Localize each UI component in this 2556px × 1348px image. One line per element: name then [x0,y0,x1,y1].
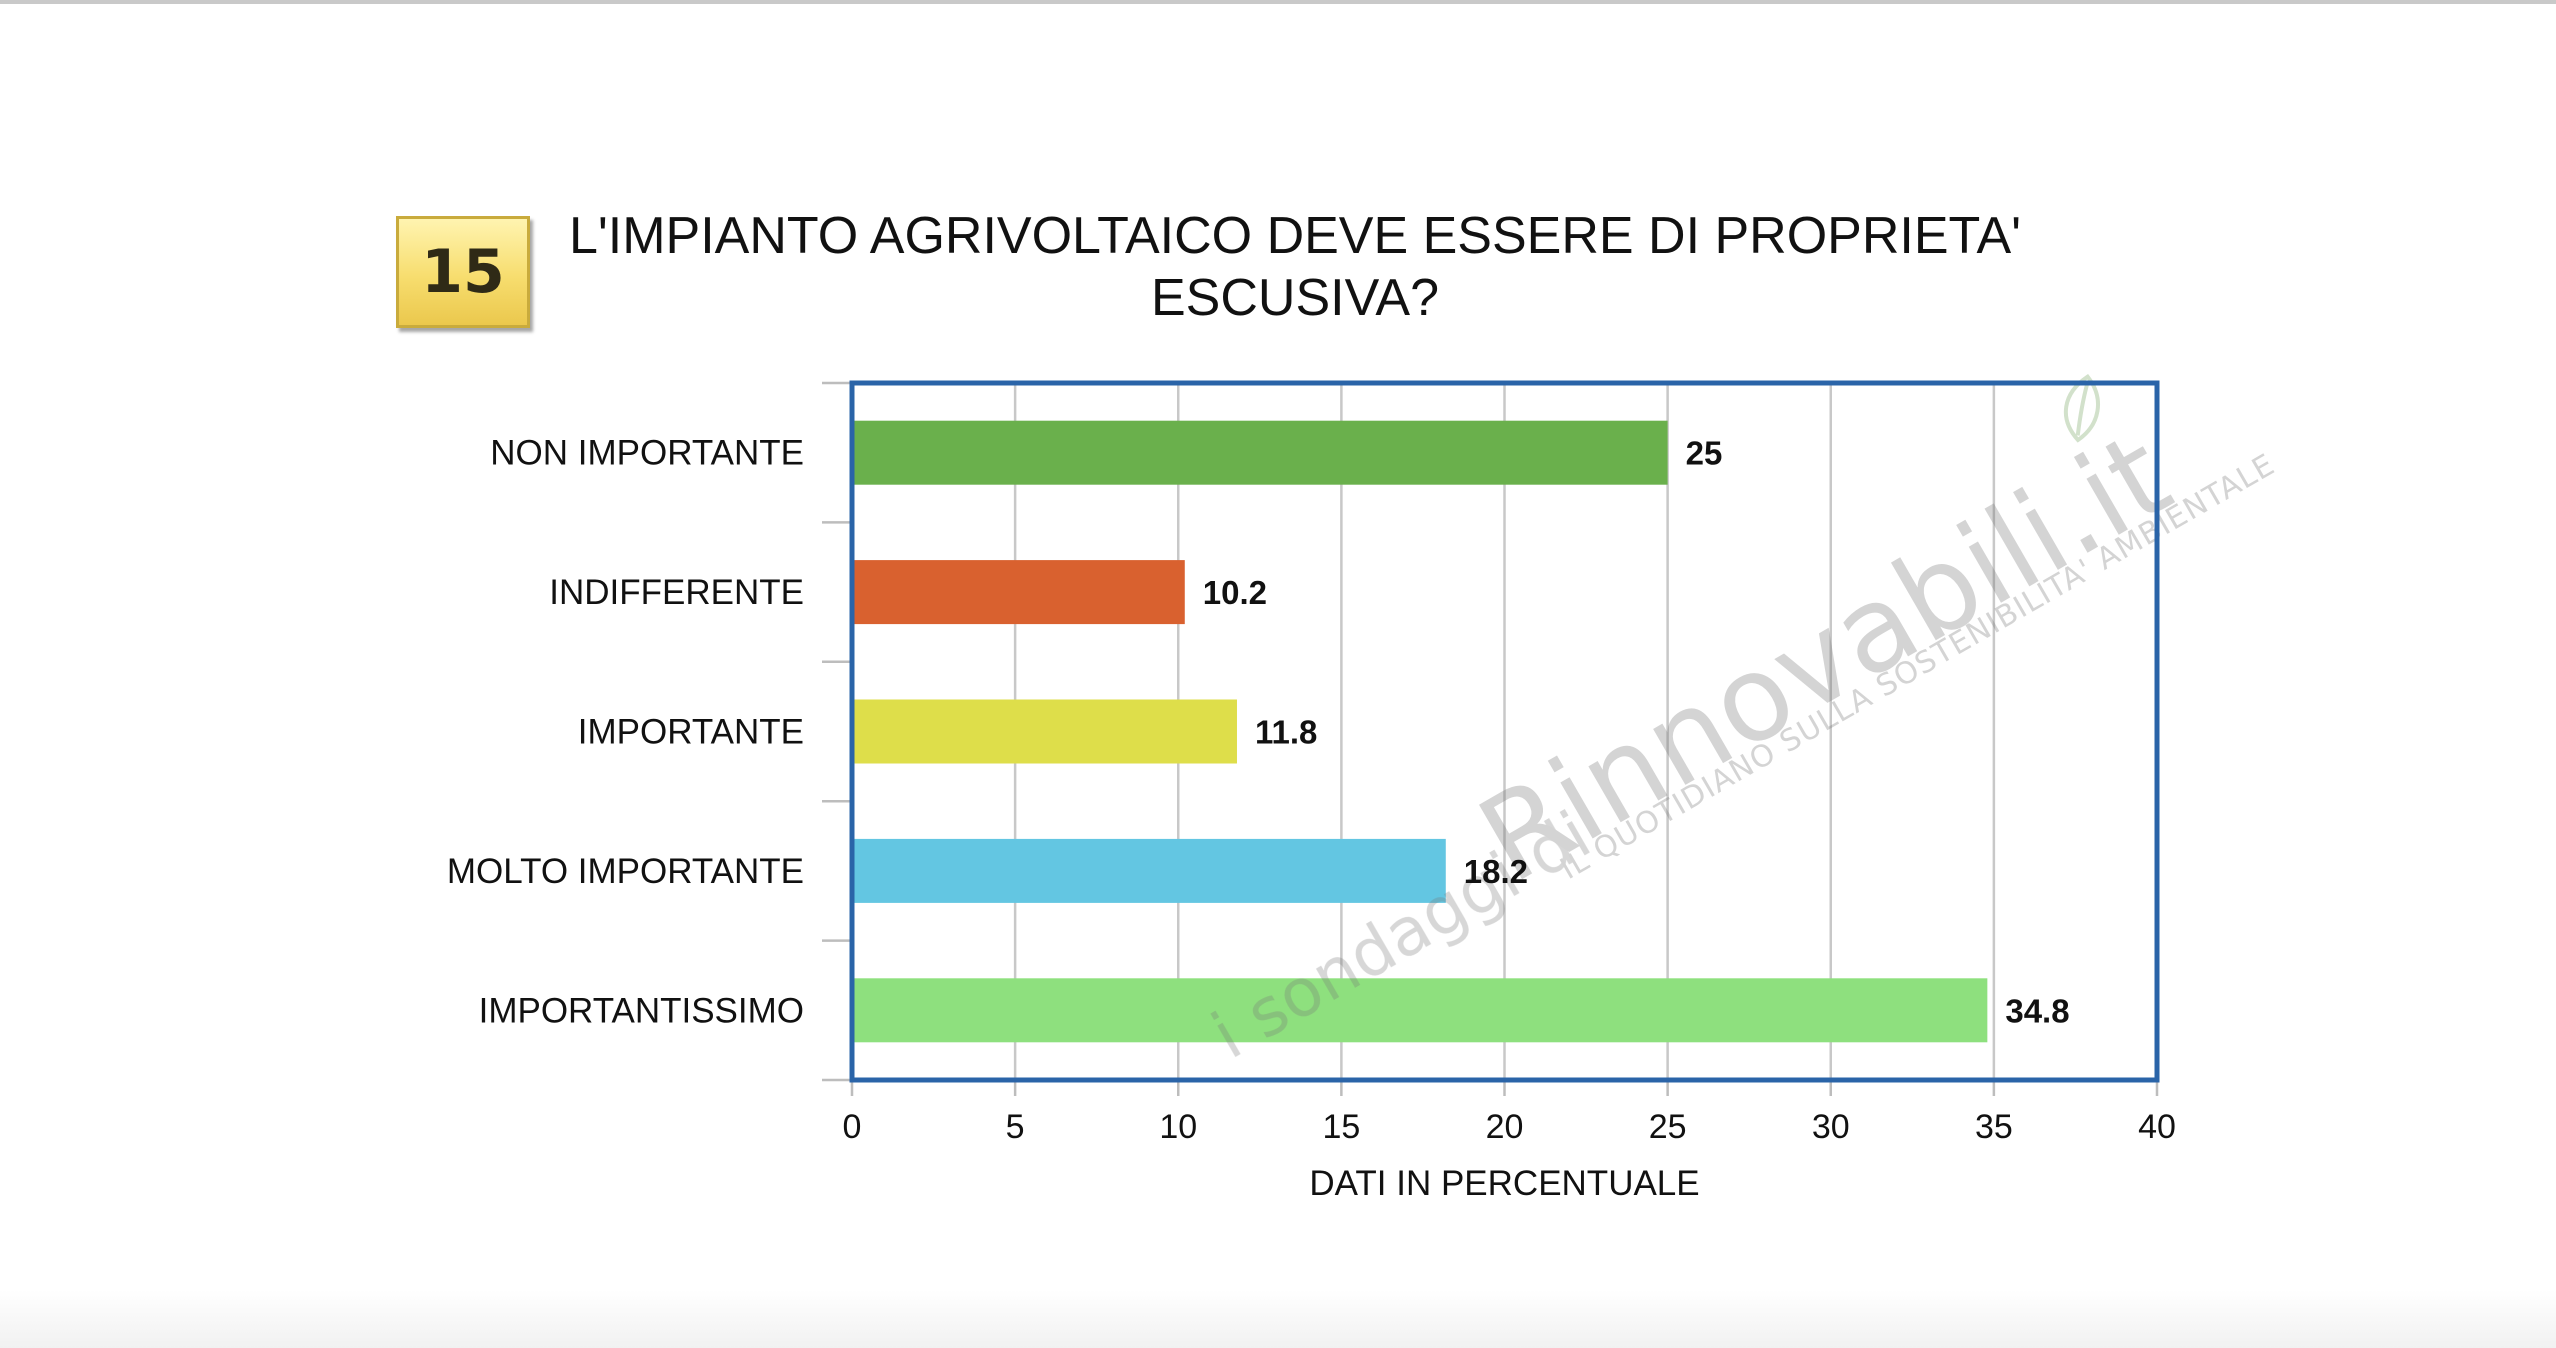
chart-title-line-2: ESCUSIVA? [1150,269,1440,327]
bar [852,560,1185,625]
x-tick-label: 5 [1006,1108,1025,1146]
x-tick-label: 0 [843,1108,862,1146]
question-number: 15 [421,237,505,307]
value-label: 18.2 [1464,853,1528,890]
category-label: IMPORTANTISSIMO [479,991,804,1030]
watermark-tagline: IL QUOTIDIANO SULLA SOSTENIBILITA' AMBIE… [1555,447,2281,887]
category-label: MOLTO IMPORTANTE [447,852,804,891]
leaf-icon [2063,374,2100,443]
x-tick-label: 15 [1322,1108,1360,1146]
x-tick-label: 25 [1649,1108,1687,1146]
category-label: IMPORTANTE [578,713,804,752]
x-tick-label: 10 [1159,1108,1197,1146]
labels: NON IMPORTANTE 25 INDIFFERENTE 10.2 IMPORTAN… [447,434,2176,1146]
top-border [0,0,2556,4]
bar [852,420,1668,485]
category-label: NON IMPORTANTE [490,434,804,473]
chart-title-line-1: L'IMPIANTO AGRIVOLTAICO DEVE ESSERE DI P… [568,207,2022,265]
value-label: 10.2 [1203,574,1267,611]
bars [852,420,1988,1043]
x-tick-label: 35 [1975,1108,2013,1146]
bar [852,978,1988,1043]
bar [852,699,1237,764]
x-tick-label: 30 [1812,1108,1850,1146]
plot-frame [849,380,2160,1083]
value-label: 11.8 [1255,714,1317,751]
x-axis-title: DATI IN PERCENTUALE [1309,1164,1699,1203]
chart-title: L'IMPIANTO AGRIVOLTAICO DEVE ESSERE DI P… [545,205,2045,329]
x-tick-label: 40 [2138,1108,2176,1146]
bar [852,838,1446,903]
value-label: 34.8 [2005,992,2069,1029]
x-tick-label: 20 [1486,1108,1524,1146]
question-number-badge: 15 [396,216,530,328]
value-label: 25 [1686,435,1723,472]
category-label: INDIFFERENTE [549,573,804,612]
bottom-shade [0,1290,2556,1348]
